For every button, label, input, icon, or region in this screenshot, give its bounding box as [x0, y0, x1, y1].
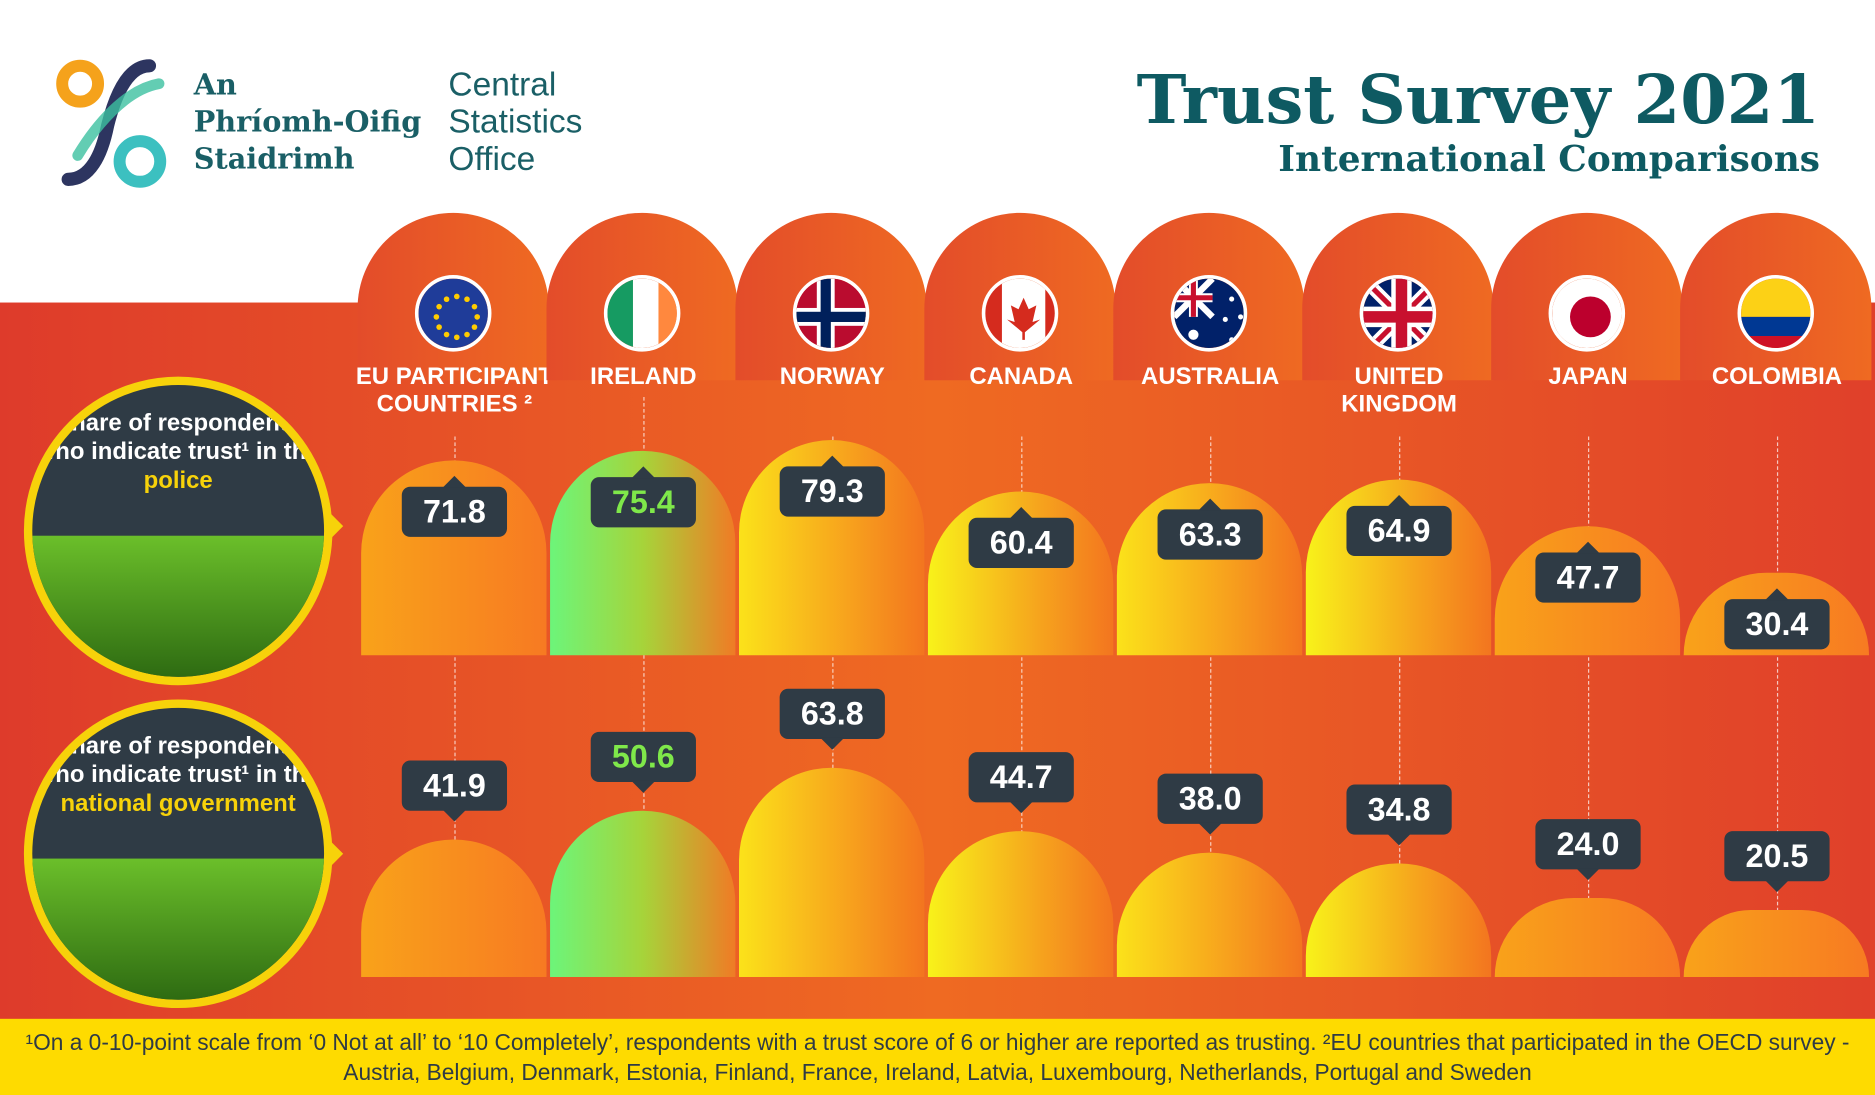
- government-panel-label: Share of respondents who indicate trust¹…: [36, 733, 320, 789]
- data-label: 50.6: [590, 732, 696, 794]
- footnote: ¹On a 0-10-point scale from ‘0 Not at al…: [0, 1018, 1875, 1095]
- bar-government: [1683, 909, 1870, 977]
- page-subtitle: International Comparisons: [1278, 138, 1821, 181]
- guide-line: [1399, 436, 1401, 977]
- guide-line: [1021, 436, 1023, 977]
- data-label: 34.8: [1346, 784, 1452, 846]
- org-name-english: Central Statistics Office: [448, 66, 582, 177]
- police-photo: [32, 535, 325, 677]
- colombia-flag-icon: [1737, 275, 1815, 352]
- data-label: 75.4: [590, 466, 696, 528]
- government-panel-text: Share of respondents who indicate trust¹…: [32, 732, 324, 818]
- bar-government: [927, 830, 1114, 977]
- bar-government: [361, 839, 547, 977]
- government-panel-highlight: national government: [60, 790, 296, 817]
- data-label: 64.9: [1346, 494, 1452, 556]
- page-title: Trust Survey 2021: [1136, 60, 1821, 140]
- pointer-icon: [328, 511, 358, 541]
- police-panel: Share of respondents who indicate trust¹…: [23, 376, 333, 686]
- data-label: 20.5: [1724, 830, 1830, 892]
- guide-line: [643, 397, 645, 977]
- uk-flag-icon: [1359, 275, 1437, 352]
- country-label: AUSTRALIA: [1141, 363, 1280, 390]
- guide-line: [1588, 436, 1590, 977]
- data-label: 44.7: [968, 751, 1074, 813]
- bar-government: [739, 767, 925, 977]
- guide-line: [1210, 436, 1212, 977]
- data-label: 24.0: [1535, 819, 1641, 881]
- government-building-photo: [32, 858, 325, 1000]
- data-label: 38.0: [1157, 773, 1263, 835]
- japan-flag-icon: [1548, 275, 1626, 352]
- country-label: IRELAND: [590, 363, 697, 390]
- guide-line: [454, 436, 456, 977]
- country-label: CANADA: [969, 363, 1074, 390]
- bar-government: [550, 811, 736, 977]
- org-irish-line: Staidrimh: [193, 141, 355, 176]
- org-irish-line: An: [193, 66, 237, 102]
- country-label: EU PARTICIPANT COUNTRIES ²: [355, 363, 553, 418]
- country-label: JAPAN: [1548, 363, 1628, 390]
- data-label: 63.8: [779, 689, 885, 750]
- cso-logo-icon: [56, 59, 167, 188]
- title-block: Trust Survey 2021 International Comparis…: [1137, 62, 1820, 182]
- data-label: 79.3: [779, 455, 885, 517]
- country-label: UNITED KINGDOM: [1341, 363, 1457, 418]
- eu-flag-icon: [414, 275, 492, 352]
- ireland-flag-icon: [603, 275, 681, 352]
- org-english-line: Office: [448, 139, 536, 177]
- government-panel: Share of respondents who indicate trust¹…: [23, 699, 333, 1009]
- police-panel-highlight: police: [143, 467, 213, 494]
- police-panel-text: Share of respondents who indicate trust¹…: [32, 409, 324, 495]
- pointer-icon: [328, 839, 358, 869]
- country-label: NORWAY: [779, 363, 885, 390]
- org-irish-line: Phríomh-Oifig: [193, 104, 422, 139]
- canada-flag-icon: [981, 275, 1059, 352]
- norway-flag-icon: [792, 275, 870, 352]
- org-name-irish: An Phríomh-Oifig Staidrimh: [194, 66, 422, 177]
- data-label: 71.8: [401, 475, 508, 537]
- data-label: 60.4: [968, 506, 1074, 568]
- data-label: 41.9: [401, 760, 508, 822]
- australia-flag-icon: [1170, 275, 1248, 352]
- guide-line: [1776, 436, 1779, 977]
- country-label: COLOMBIA: [1711, 363, 1843, 390]
- data-label: 47.7: [1535, 541, 1641, 603]
- org-english-line: Statistics: [448, 102, 583, 140]
- org-english-line: Central: [448, 65, 557, 103]
- data-label: 63.3: [1157, 499, 1263, 560]
- data-label: 30.4: [1724, 588, 1830, 650]
- police-panel-label: Share of respondents who indicate trust¹…: [36, 410, 320, 466]
